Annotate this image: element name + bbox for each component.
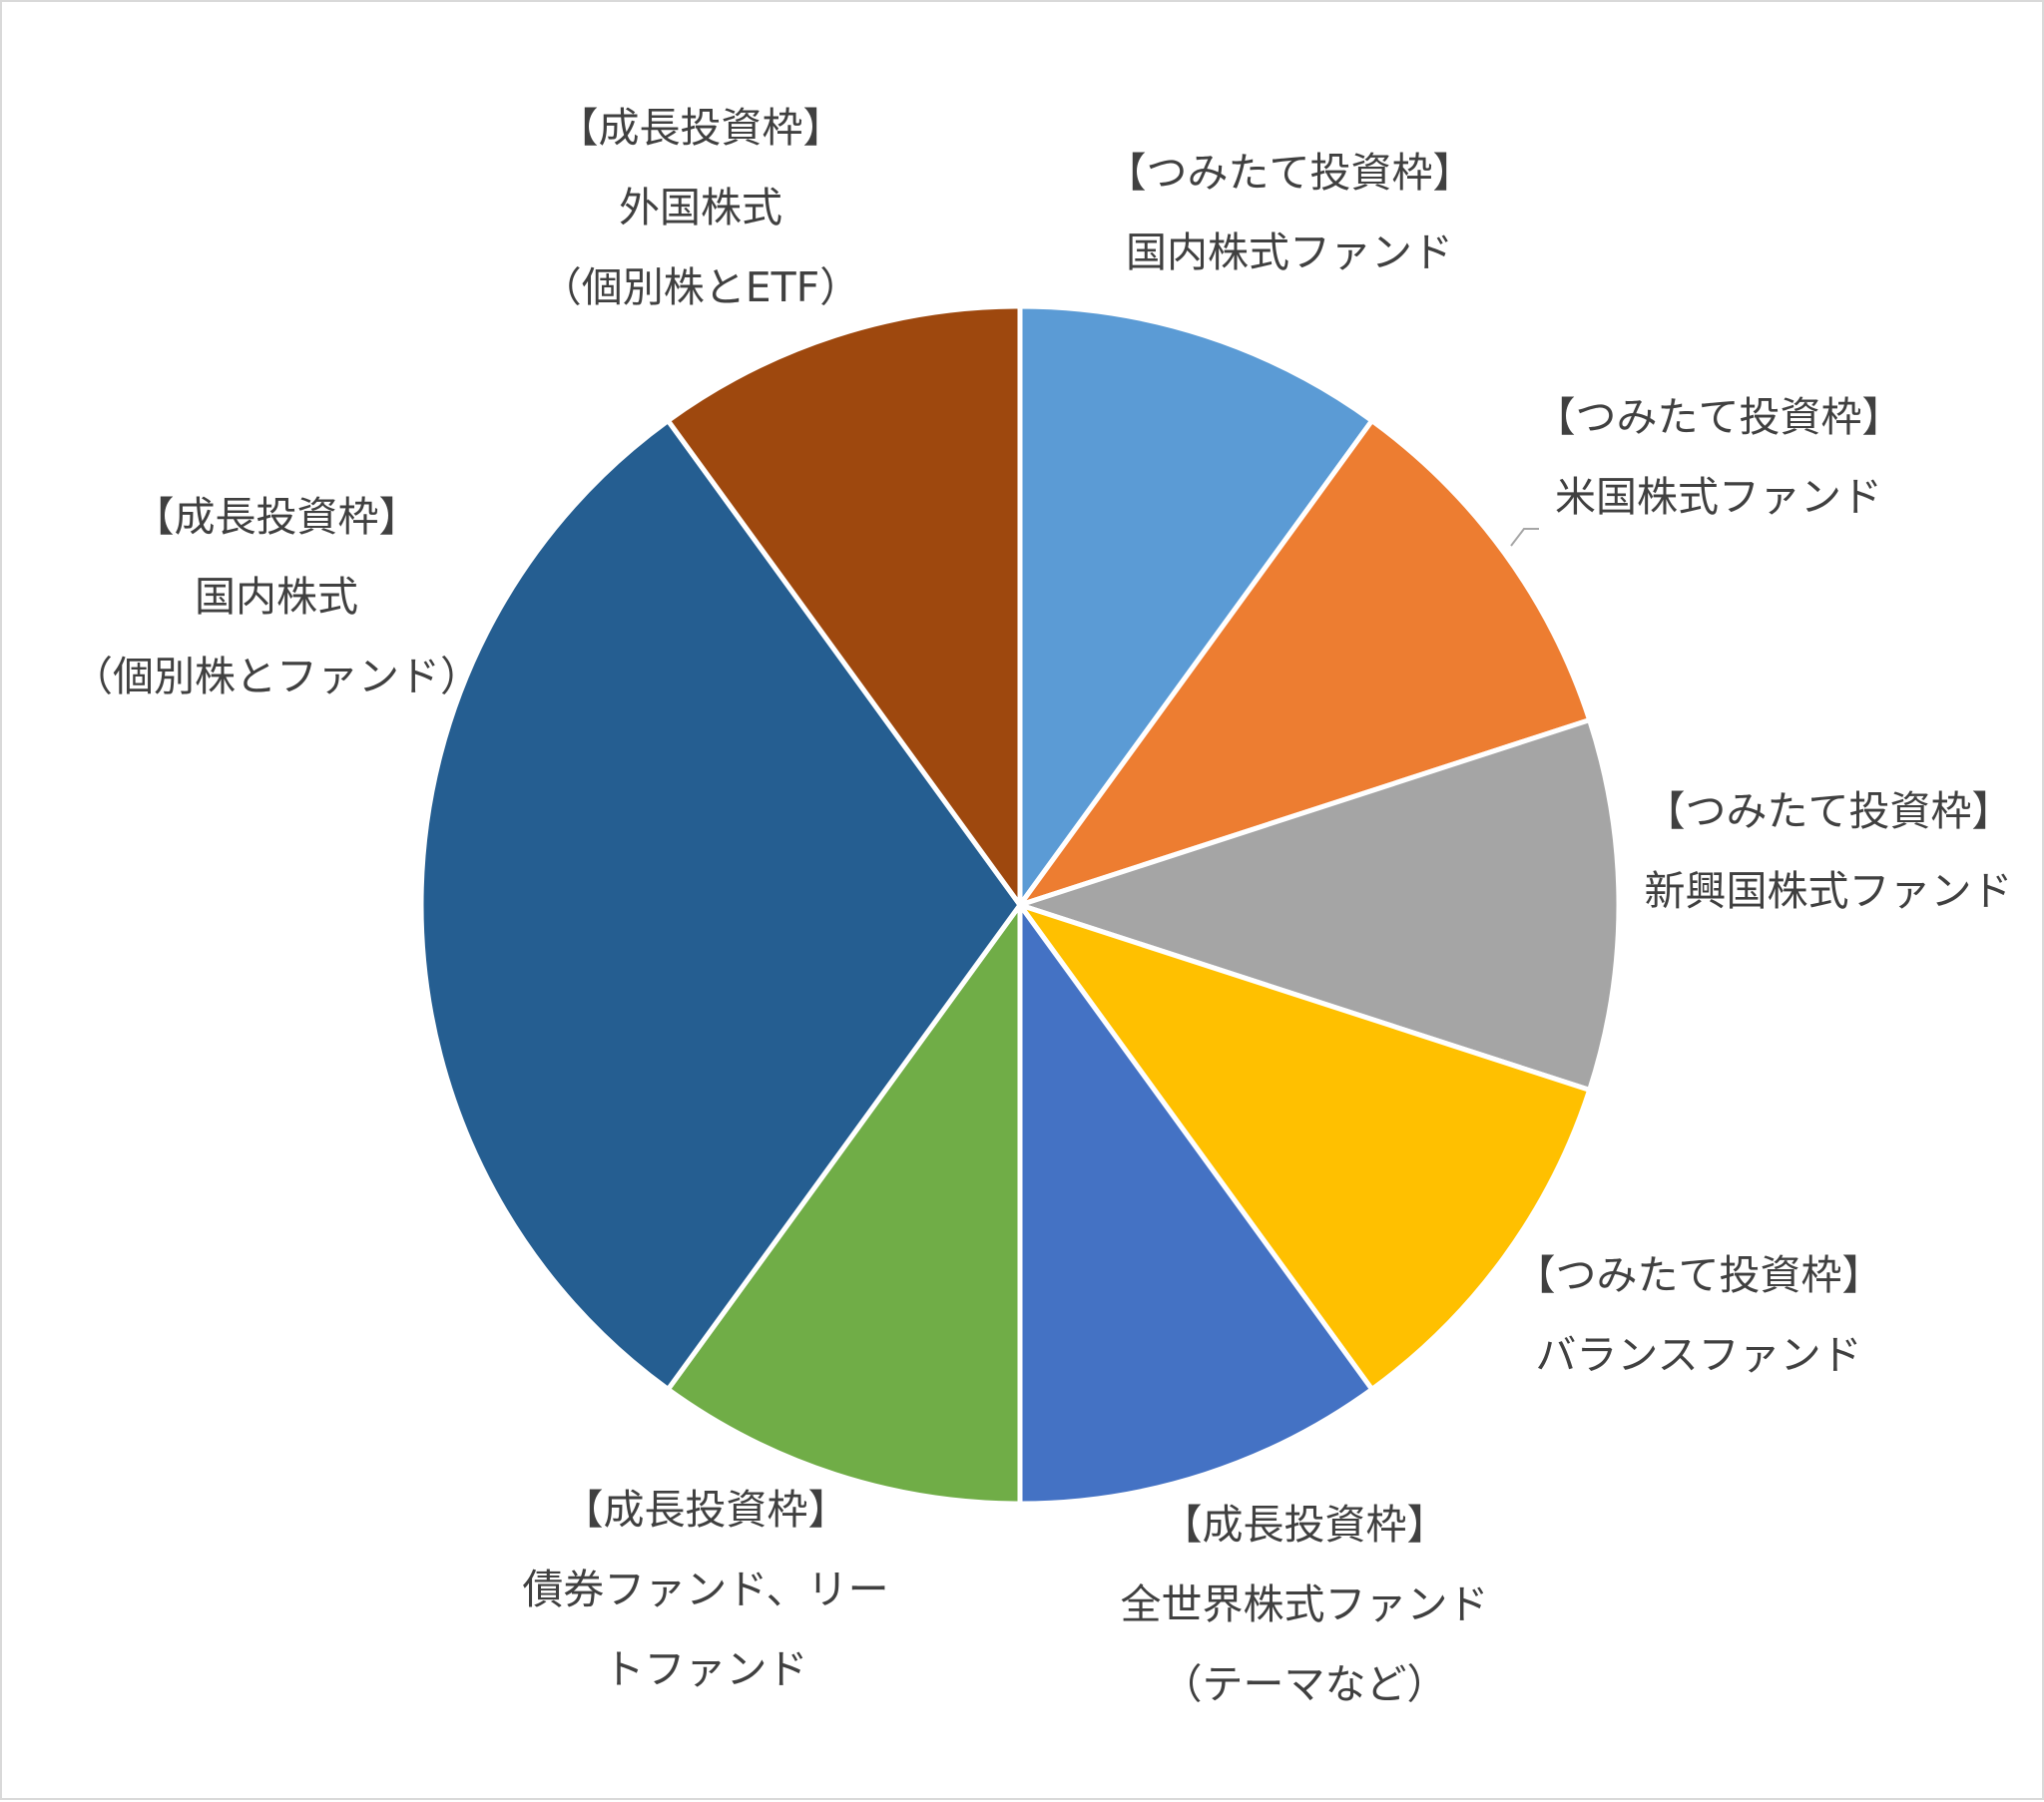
slice-label-line: 【つみたて投資枠】: [1535, 393, 1903, 441]
pie-slice-3: [1011, 716, 1622, 1094]
slice-label-line: 新興国株式ファンド: [1645, 867, 2013, 915]
slice-label-line: 【成長投資枠】: [558, 104, 844, 152]
slice-label-line: 【つみたて投資枠】: [1645, 787, 2013, 835]
leader-lines: [1510, 528, 1539, 547]
pie-slice-8: [664, 303, 1023, 913]
slice-label-line: 国内株式: [195, 573, 358, 621]
pie-slice-6: [664, 897, 1023, 1507]
pie-slice-1: [1017, 303, 1376, 913]
slice-label-5: 【成長投資枠】全世界株式ファンド （テーマなど）: [1121, 1501, 1489, 1708]
slice-label-line: （個別株とファンド）: [72, 653, 481, 700]
slice-label-4: 【つみたて投資枠】バランスファンド: [1515, 1251, 1883, 1379]
slice-label-line: バランスファンド: [1535, 1331, 1861, 1379]
slice-label-line: 国内株式ファンド: [1126, 228, 1453, 276]
slice-label-7: 【成長投資枠】国内株式 （個別株とファンド）: [72, 493, 481, 700]
pie-slice-4: [1013, 900, 1593, 1393]
slice-label-3: 【つみたて投資枠】新興国株式ファンド: [1645, 787, 2013, 915]
leader-line: [1510, 528, 1539, 547]
slice-label-line: 【成長投資枠】: [1162, 1501, 1448, 1549]
pie-slice-2: [1013, 417, 1593, 910]
slice-label-6: 【成長投資枠】債券ファンド、リートファンド: [522, 1486, 888, 1693]
pie-slices: [418, 303, 1622, 1507]
slice-label-2: 【つみたて投資枠】米国株式ファンド: [1535, 393, 1903, 521]
slice-label-line: 外国株式: [619, 184, 782, 231]
slice-label-line: （個別株とETF）: [541, 263, 861, 311]
slice-label-8: 【成長投資枠】外国株式 （個別株とETF）: [541, 104, 861, 311]
pie-slice-5: [1017, 897, 1376, 1507]
slice-label-line: 【成長投資枠】: [134, 493, 420, 541]
slice-label-line: 全世界株式ファンド: [1121, 1580, 1489, 1628]
slice-label-line: 債券ファンド、リー: [522, 1566, 888, 1613]
slice-label-line: 【つみたて投資枠】: [1515, 1251, 1883, 1299]
slice-label-line: （テーマなど）: [1162, 1660, 1448, 1708]
slice-label-line: 【つみたて投資枠】: [1106, 149, 1474, 197]
slice-label-line: 【成長投資枠】: [563, 1486, 849, 1534]
pie-slice-7: [418, 417, 1024, 1393]
slice-label-line: 米国株式ファンド: [1555, 473, 1882, 521]
slice-label-1: 【つみたて投資枠】国内株式ファンド: [1106, 149, 1474, 276]
slice-labels: 【つみたて投資枠】国内株式ファンド【つみたて投資枠】米国株式ファンド【つみたて投…: [72, 104, 2013, 1708]
slice-label-line: トファンド: [604, 1645, 808, 1693]
